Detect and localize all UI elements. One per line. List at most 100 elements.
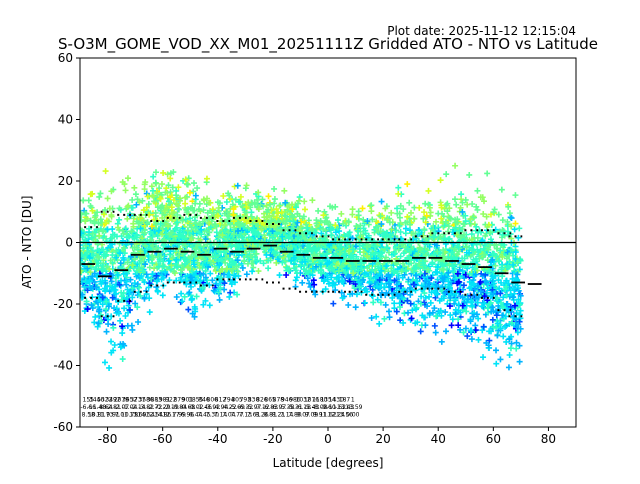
scatter-point [315,267,322,274]
annotation-row1: 3446 [89,396,104,403]
annotation-row2: -0.02 [188,404,204,411]
scatter-point [224,265,231,272]
scatter-point [200,207,207,214]
scatter-point [146,280,153,287]
scatter-point [387,284,394,291]
scatter-point [235,228,242,235]
scatter-point [507,345,514,352]
scatter-point [304,275,311,282]
scatter-point [497,247,504,254]
scatter-point [134,196,141,203]
annotation-row3: 7.04 [222,412,236,419]
scatter-point [439,275,446,282]
scatter-point [465,249,472,256]
scatter-point [203,175,210,182]
scatter-point [517,325,524,332]
scatter-point [500,294,507,301]
scatter-point [192,227,199,234]
scatter-point [297,247,304,254]
annotation-row1: 805 [231,396,243,403]
scatter-point [184,227,191,234]
scatter-point [263,202,270,209]
scatter-point [459,208,466,215]
scatter-point [141,229,148,236]
scatter-point [517,315,524,322]
scatter-point [412,272,419,279]
scatter-point [494,332,501,339]
scatter-point [422,200,429,207]
scatter-point [220,193,227,200]
scatter-point [175,252,182,259]
scatter-point [224,234,231,241]
scatter-point [422,294,429,301]
scatter-point [516,358,523,365]
scatter-point [202,236,209,243]
scatter-point [84,306,91,313]
scatter-point [87,191,94,198]
scatter-point [501,323,508,330]
scatter-point [418,293,425,300]
scatter-point [154,190,161,197]
scatter-point [234,268,241,275]
scatter-point [283,217,290,224]
scatter-point [268,247,275,254]
scatter-point [145,201,152,208]
scatter-point [192,192,199,199]
annotation-row3: 7.45 [197,412,211,419]
scatter-point [377,299,384,306]
annotation-row3: 7.77 [230,412,244,419]
scatter-point [466,270,473,277]
scatter-point [461,255,468,262]
scatter-point [455,322,462,329]
scatter-point [397,282,404,289]
scatter-point [495,258,502,265]
scatter-point [219,232,226,239]
scatter-point [163,226,170,233]
scatter-point [294,219,301,226]
scatter-point [86,283,93,290]
scatter-point [84,249,91,256]
scatter-point [124,175,131,182]
annotation-row2: -2.07 [114,404,130,411]
scatter-point [429,260,436,267]
scatter-point [507,246,514,253]
scatter-point [160,258,167,265]
scatter-point [448,249,455,256]
scatter-point [226,262,233,269]
scatter-point [415,251,422,258]
scatter-point [470,281,477,288]
scatter-point [92,212,99,219]
scatter-point [115,224,122,231]
annotation-row1: 826 [256,396,268,403]
scatter-point [195,255,202,262]
scatter-point [342,268,349,275]
scatter-point [368,208,375,215]
scatter-point [499,217,506,224]
scatter-point [506,351,513,358]
scatter-point [175,184,182,191]
scatter-point [122,225,129,232]
scatter-point [351,285,358,292]
scatter-point [373,226,380,233]
annotation-row3: 11.62 [319,412,336,419]
scatter-point [455,278,462,285]
scatter-point [451,246,458,253]
scatter-point [238,240,245,247]
scatter-point [243,204,250,211]
scatter-point [400,291,407,298]
scatter-point [372,274,379,281]
scatter-point [503,338,510,345]
annotation-row2: -3.82 [138,404,154,411]
y-tick-label: 60 [58,51,73,65]
scatter-point [102,206,109,213]
scatter-point [399,294,406,301]
scatter-point [386,314,393,321]
y-axis-label: ATO - NTO [DU] [20,196,34,289]
scatter-point [452,295,459,302]
annotation-row1: 879 [173,396,185,403]
scatter-point [188,268,195,275]
scatter-point [267,201,274,208]
scatter-point [431,305,438,312]
scatter-point [468,336,475,343]
